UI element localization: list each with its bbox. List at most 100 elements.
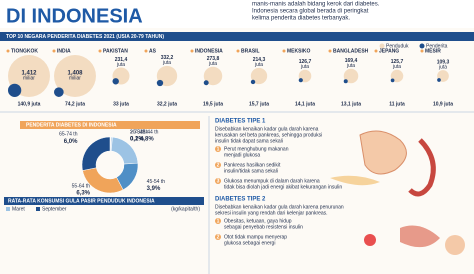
- muscle-illustration: [400, 225, 440, 248]
- patient-label: 74,2 juta: [65, 101, 85, 107]
- country-name: INDONESIA: [195, 48, 223, 54]
- bullet: [236, 49, 240, 53]
- age-label: > 75 th: [130, 129, 146, 135]
- section-desc: sekresi insulin yang rendah dari kelenja…: [215, 210, 328, 216]
- section-title: DIABETES TIPE 1: [215, 119, 266, 125]
- age-value: 3,9%: [147, 186, 161, 192]
- step-badge: [215, 234, 221, 240]
- patient-bubble: [7, 83, 22, 97]
- patient-label: 19,5 juta: [203, 101, 223, 107]
- age-bar: [20, 121, 200, 129]
- age-value: 6,3%: [76, 191, 90, 197]
- section-desc: Disebabkan kenaikan kadar gula darah kar…: [215, 204, 344, 210]
- legend-label: Maret: [12, 206, 25, 212]
- population-bubble: [54, 55, 96, 97]
- patient-bubble: [156, 79, 164, 87]
- age-value: 4,8%: [140, 137, 154, 143]
- step-text: insulin/tidak sama sekali: [224, 168, 278, 174]
- population-unit: juta: [208, 61, 217, 67]
- age-value: 6,0%: [64, 139, 78, 145]
- legend-swatch: [379, 43, 385, 49]
- population-unit: juta: [438, 64, 447, 70]
- population-label: 126,7: [299, 59, 312, 65]
- country-name: JEPANG: [379, 48, 399, 54]
- country-name: BRASIL: [241, 48, 260, 54]
- step-number: 3: [217, 178, 220, 184]
- patient-label: 11 juta: [389, 101, 405, 107]
- section-desc: kerusakan sel beta pankreas, sehingga pr…: [215, 132, 322, 138]
- patient-label: 15,7 juta: [249, 101, 269, 107]
- population-unit: juta: [392, 64, 401, 70]
- legend-label: Penduduk: [386, 43, 409, 49]
- section-desc: insulin tidak dapat sama sekali: [215, 138, 283, 144]
- population-unit: juta: [300, 64, 309, 70]
- legend-label: Penderita: [426, 43, 448, 49]
- country-name: MESIR: [425, 48, 441, 54]
- stomach-illustration: [359, 130, 407, 175]
- patient-bubble: [112, 78, 119, 85]
- step-text: Glukosa menumpuk di dalam darah karena: [224, 178, 320, 184]
- step-number: 2: [217, 234, 220, 240]
- patient-bubble: [390, 78, 395, 83]
- legend-label: September: [42, 206, 67, 212]
- population-unit: juta: [254, 62, 263, 68]
- population-label: 214,3: [253, 57, 266, 63]
- top10-title: TOP 10 NEGARA PENDERITA DIABETES 2021 (U…: [6, 34, 164, 40]
- patient-bubble: [437, 78, 441, 82]
- population-unit: miliar: [69, 75, 81, 81]
- bullet: [374, 49, 378, 53]
- patient-label: 14,1 juta: [295, 101, 315, 107]
- country-name: PAKISTAN: [103, 48, 128, 54]
- header-band: [0, 0, 474, 28]
- step-text: sebagai penyebab resistensi insulin: [224, 224, 303, 230]
- age-label: 65-74 th: [59, 132, 78, 138]
- country-name: MEKSIKO: [287, 48, 310, 54]
- step-badge: [215, 146, 221, 152]
- legend-swatch: [6, 207, 10, 211]
- age-label: 20-34 th: [130, 129, 149, 135]
- population-unit: miliar: [23, 75, 35, 81]
- unit: (kg/kapita/th): [171, 206, 200, 212]
- population-unit: juta: [346, 63, 355, 69]
- donut-slice: [81, 136, 111, 171]
- country-name: BANGLADESH: [333, 48, 369, 54]
- country-name: INDIA: [57, 48, 71, 54]
- patient-bubble: [250, 79, 256, 85]
- step-text: Otot tidak mampu menyerap: [224, 234, 287, 240]
- legend-swatch: [36, 207, 40, 211]
- step-number: 2: [217, 162, 220, 168]
- population-bubble: [203, 66, 223, 86]
- section-title: DIABETES TIPE 2: [215, 197, 266, 203]
- step-text: menjadi glukosa: [224, 152, 260, 158]
- bullet: [98, 49, 102, 53]
- patient-label: 33 juta: [113, 101, 129, 107]
- sugar-bar: [4, 197, 204, 205]
- population-label: 125,7: [391, 59, 404, 65]
- bullet: [6, 49, 10, 53]
- country-name: TIONGKOK: [11, 48, 38, 54]
- pancreas-illustration: [330, 175, 380, 186]
- vessel-illustration: [408, 138, 436, 197]
- age-value: 0,2%: [130, 137, 144, 143]
- population-unit: juta: [162, 60, 171, 66]
- legend-swatch: [419, 43, 425, 49]
- population-bubble: [343, 68, 359, 84]
- age-label: 35-44 th: [140, 129, 159, 135]
- intro-line: manis-manis adalah bidang kerok dari dia…: [252, 2, 380, 8]
- cell-illustration: [364, 234, 376, 246]
- population-label: 169,4: [345, 58, 358, 64]
- bullet: [144, 49, 148, 53]
- patient-bubble: [343, 79, 348, 84]
- patient-label: 140,9 juta: [18, 101, 41, 107]
- sugar-title: RATA-RATA KONSUMSI GULA PASIR PENDUDUK I…: [8, 198, 155, 204]
- step-badge: [215, 218, 221, 224]
- bullet: [420, 49, 424, 53]
- step-badge: [215, 178, 221, 184]
- intro-line: Indonesia secara global berada di pering…: [252, 9, 369, 15]
- step-badge: [215, 162, 221, 168]
- step-text: tidak bisa diolah jadi energi akibat kek…: [224, 184, 342, 190]
- age-label: 45-54 th: [147, 179, 166, 185]
- population-label: 1,408: [67, 71, 83, 77]
- step-number: 1: [217, 218, 220, 224]
